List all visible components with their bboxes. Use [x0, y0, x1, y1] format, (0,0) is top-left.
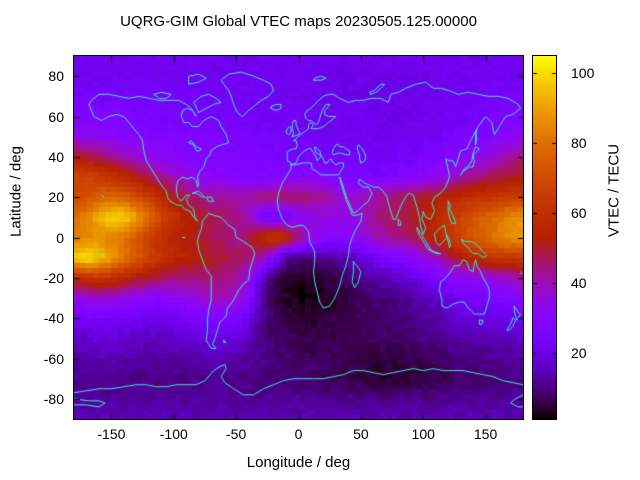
- page-title: UQRG-GIM Global VTEC maps 20230505.125.0…: [120, 13, 477, 30]
- y-tick-label: 60: [48, 108, 64, 125]
- colorbar-canvas: [533, 56, 556, 419]
- colorbar-tick-label: 40: [571, 274, 587, 291]
- map-plot-area: [73, 55, 524, 420]
- colorbar: [532, 55, 557, 420]
- colorbar-tick-label: 100: [571, 65, 595, 82]
- x-tick-label: -150: [97, 426, 126, 442]
- colorbar-tick-label: 20: [571, 344, 587, 361]
- x-tick-label: 0: [294, 426, 303, 442]
- y-tick-label: -60: [43, 350, 64, 367]
- y-tick-label: 80: [48, 68, 64, 85]
- x-tick-label: -100: [159, 426, 188, 442]
- colorbar-tick-label: 60: [571, 205, 587, 222]
- y-tick-label: -20: [43, 269, 64, 286]
- y-tick-label: 20: [48, 189, 64, 206]
- y-tick-label: -40: [43, 310, 64, 327]
- x-tick-label: 150: [473, 426, 498, 442]
- x-axis-label: Longitude / deg: [246, 454, 351, 471]
- y-tick-label: 40: [48, 148, 64, 165]
- vtec-heatmap-canvas: [74, 56, 523, 419]
- x-tick-label: -50: [226, 426, 247, 442]
- y-tick-label: 0: [56, 229, 64, 246]
- y-tick-label: -80: [43, 390, 64, 407]
- x-tick-label: 50: [353, 426, 369, 442]
- colorbar-tick-label: 80: [571, 135, 587, 152]
- x-tick-label: 100: [411, 426, 435, 442]
